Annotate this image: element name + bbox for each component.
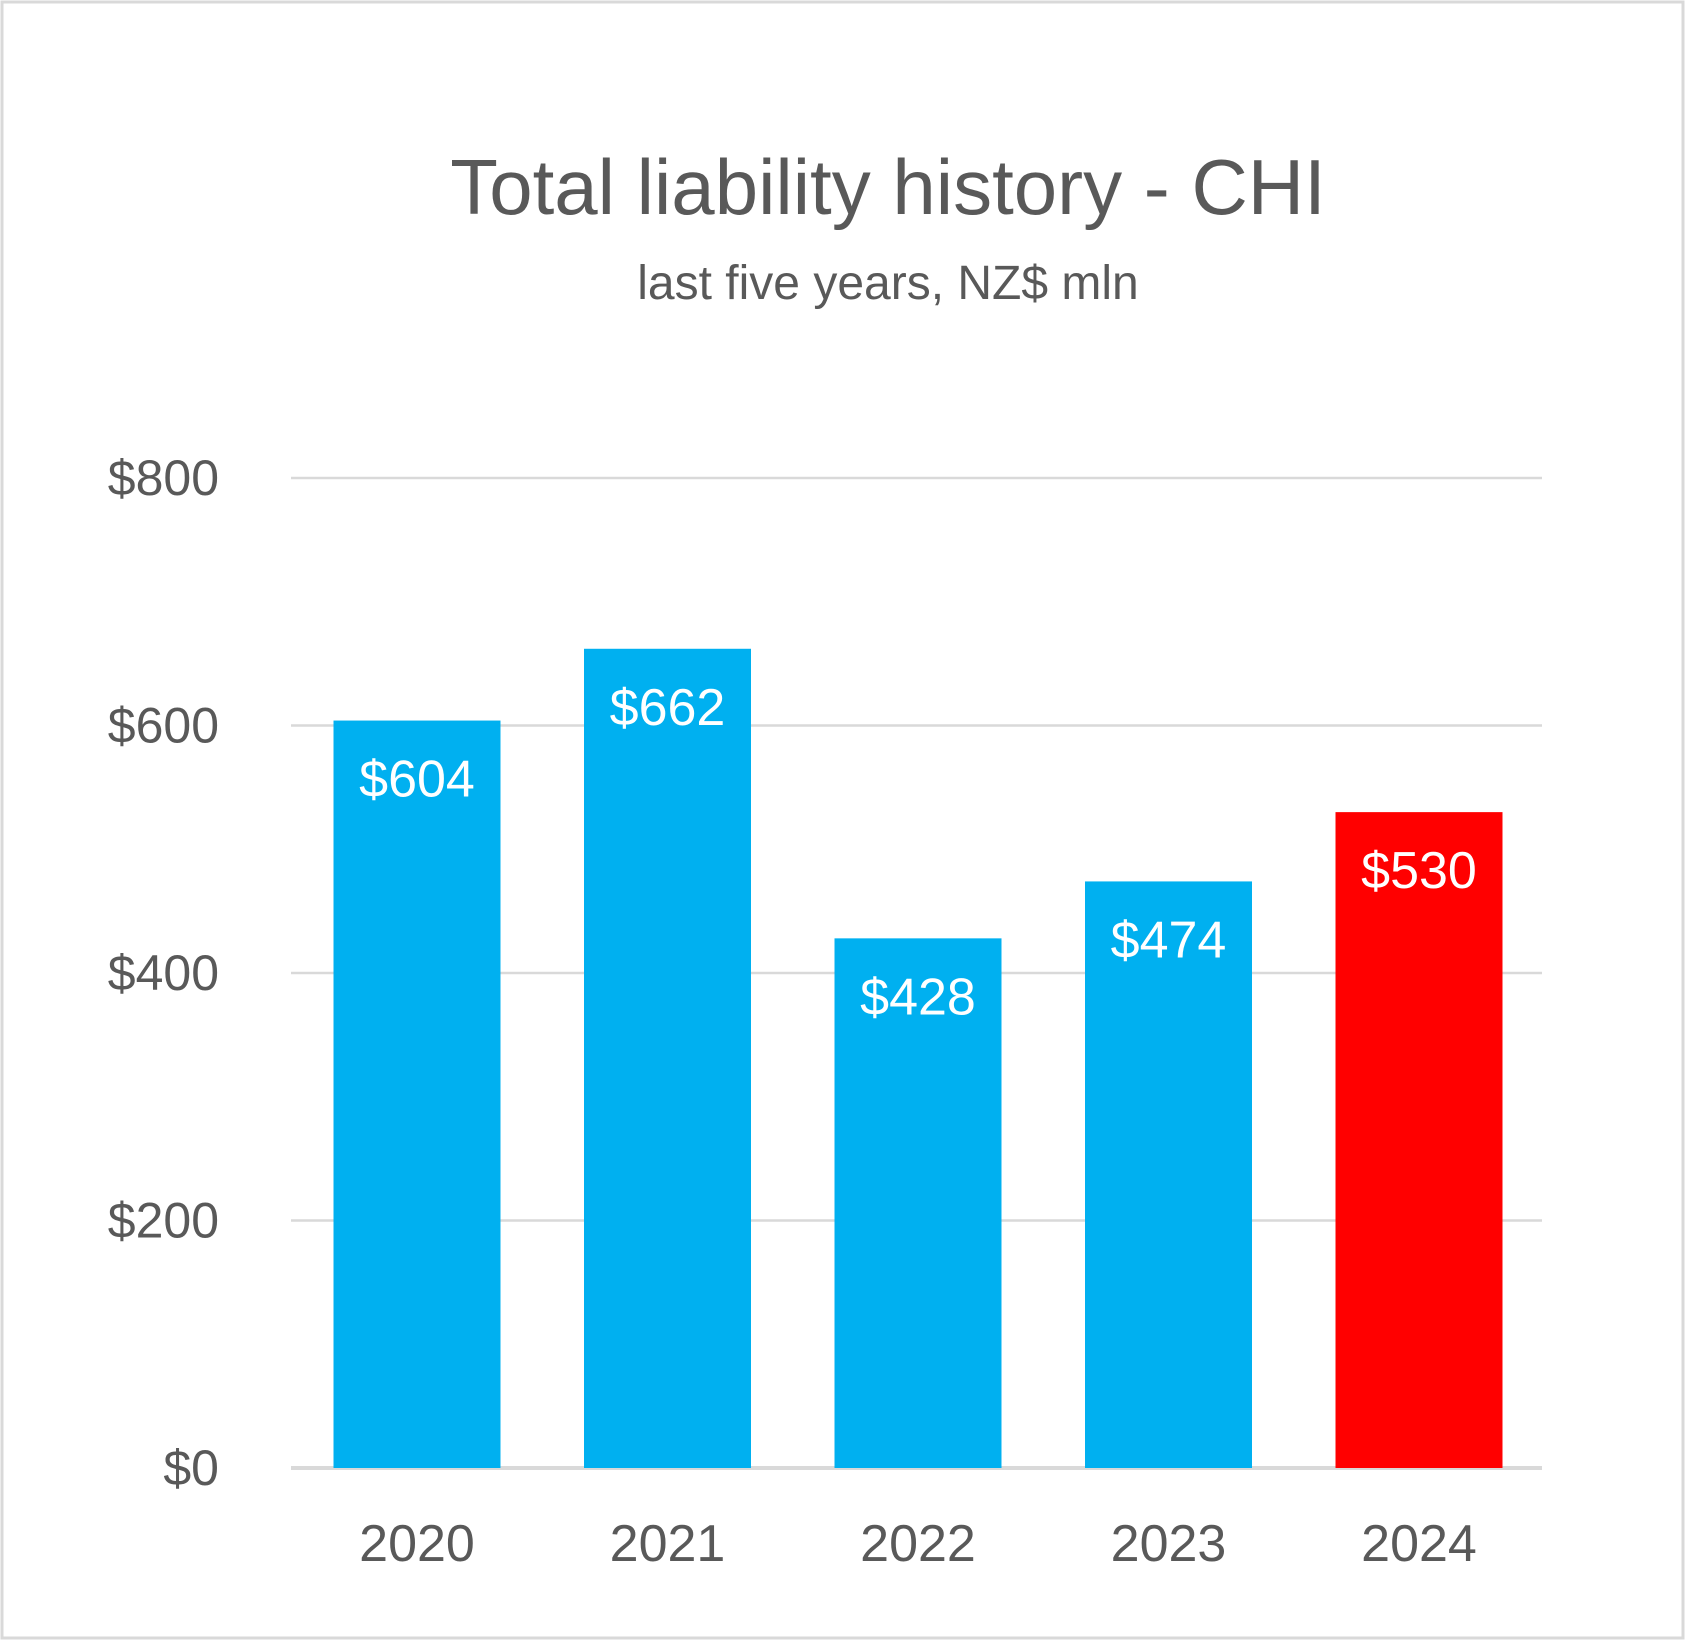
bar-2024 xyxy=(1335,812,1503,1468)
y-tick-label: $200 xyxy=(108,1193,219,1249)
bars xyxy=(333,648,1503,1468)
data-label: $530 xyxy=(1361,842,1477,900)
bar-2020 xyxy=(333,720,501,1468)
bar-2021 xyxy=(584,648,751,1468)
x-tick-label: 2022 xyxy=(860,1515,976,1573)
y-tick-label: $600 xyxy=(108,698,219,754)
y-axis: $0 $200 $400 $600 $800 xyxy=(108,450,219,1496)
x-tick-label: 2024 xyxy=(1361,1515,1477,1573)
x-tick-label: 2021 xyxy=(610,1515,726,1573)
data-label: $474 xyxy=(1111,911,1227,969)
y-tick-label: $400 xyxy=(108,945,219,1001)
data-label: $428 xyxy=(860,968,976,1026)
bar-2022 xyxy=(834,938,1002,1468)
chart-subtitle: last five years, NZ$ mln xyxy=(637,257,1138,310)
data-label: $604 xyxy=(359,751,475,809)
chart-title: Total liability history - CHI xyxy=(450,143,1326,231)
x-axis: 2020 2021 2022 2023 2024 xyxy=(359,1515,1477,1573)
x-tick-label: 2023 xyxy=(1111,1515,1227,1573)
data-label: $662 xyxy=(610,679,726,737)
data-labels: $604 $662 $428 $474 $530 xyxy=(359,679,1477,1027)
y-tick-label: $800 xyxy=(108,450,219,506)
y-tick-label: $0 xyxy=(163,1440,219,1496)
x-tick-label: 2020 xyxy=(359,1515,475,1573)
bar-2023 xyxy=(1085,881,1252,1468)
